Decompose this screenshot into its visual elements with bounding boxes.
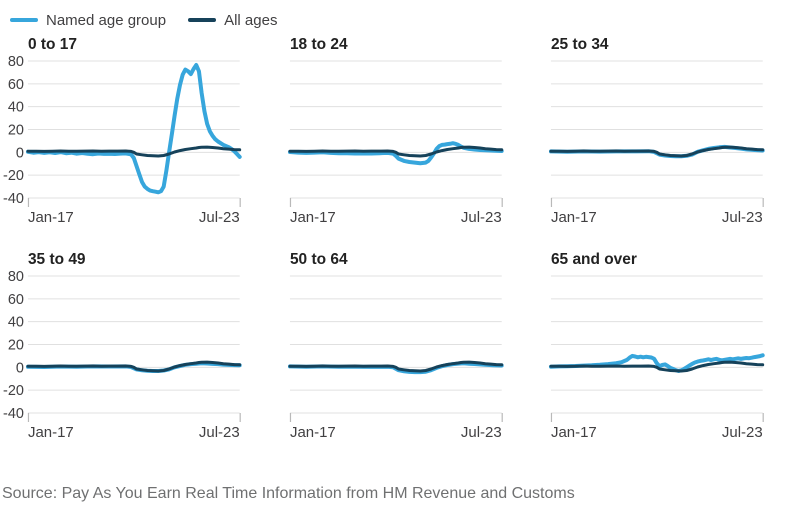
- panel-18-to-24: 18 to 24 Jan-17 Jul-23: [262, 30, 524, 230]
- panel-title: 65 and over: [551, 251, 637, 268]
- panel-0-to-17: 0 to 17 80 60 40 20 0 -20 -40 Jan-17 Jul-23: [0, 30, 262, 230]
- panel-title: 0 to 17: [28, 36, 77, 53]
- legend-swatch-named: [10, 18, 38, 22]
- x-tick-label: Jan-17: [28, 424, 74, 441]
- y-tick-label: 20: [8, 337, 24, 353]
- legend-swatch-all: [188, 18, 217, 22]
- x-tick-label: Jan-17: [551, 209, 597, 226]
- y-tick-label: -40: [3, 191, 24, 207]
- legend-label-named: Named age group: [46, 11, 167, 29]
- y-tick-label: 20: [8, 122, 24, 138]
- x-tick-label: Jan-17: [290, 424, 336, 441]
- x-tick-label: Jul-23: [199, 424, 240, 441]
- panel-50-to-64: 50 to 64 Jan-17 Jul-23: [262, 245, 524, 445]
- y-tick-label: 60: [8, 292, 24, 308]
- all-ages-line: [26, 360, 242, 373]
- panel-25-to-34: 25 to 34 Jan-17 Jul-23: [523, 30, 785, 230]
- x-tick-label: Jan-17: [551, 424, 597, 441]
- panel-chart: 18 to 24 Jan-17 Jul-23: [287, 36, 504, 226]
- x-tick-label: Jul-23: [461, 424, 502, 441]
- legend-item-named-age-group: Named age group: [10, 12, 166, 29]
- y-tick-label: 40: [8, 315, 24, 331]
- x-tick-label: Jan-17: [28, 209, 74, 226]
- small-multiples-grid: 0 to 17 80 60 40 20 0 -20 -40 Jan-17 Jul-23 18 to …: [0, 30, 785, 445]
- y-tick-label: 0: [16, 360, 24, 376]
- all-ages-line: [288, 360, 503, 373]
- named-age-group-line: [25, 63, 242, 195]
- y-tick-label: -20: [3, 383, 24, 399]
- panel-chart: 65 and over Jan-17 Jul-23: [549, 251, 766, 441]
- all-ages-line: [549, 360, 765, 373]
- panel-title: 25 to 34: [551, 36, 609, 53]
- y-tick-label: -20: [3, 168, 24, 184]
- all-ages-line: [26, 145, 242, 158]
- x-tick-label: Jul-23: [722, 424, 763, 441]
- all-ages-line: [549, 145, 765, 158]
- y-tick-label: 60: [8, 77, 24, 93]
- y-tick-label: -40: [3, 406, 24, 422]
- panel-title: 18 to 24: [290, 36, 348, 53]
- y-tick-label: 40: [8, 100, 24, 116]
- chart-legend: Named age group All ages: [0, 0, 785, 30]
- y-tick-label: 0: [16, 145, 24, 161]
- panel-65-and-over: 65 and over Jan-17 Jul-23: [523, 245, 785, 445]
- panel-title: 35 to 49: [28, 251, 86, 268]
- x-tick-label: Jul-23: [461, 209, 502, 226]
- legend-label-all: All ages: [224, 11, 278, 29]
- panel-35-to-49: 35 to 49 80 60 40 20 0 -20 -40 Jan-17 Jul-23: [0, 245, 262, 445]
- all-ages-line: [288, 145, 503, 158]
- x-tick-label: Jul-23: [199, 209, 240, 226]
- legend-item-all-ages: All ages: [188, 12, 277, 29]
- y-tick-label: 80: [8, 269, 24, 285]
- panel-title: 50 to 64: [290, 251, 348, 268]
- x-tick-label: Jan-17: [290, 209, 336, 226]
- panel-chart: 50 to 64 Jan-17 Jul-23: [287, 251, 504, 441]
- source-attribution: Source: Pay As You Earn Real Time Inform…: [2, 485, 575, 502]
- x-tick-label: Jul-23: [722, 209, 763, 226]
- panel-chart: 25 to 34 Jan-17 Jul-23: [549, 36, 766, 226]
- y-tick-label: 80: [8, 54, 24, 70]
